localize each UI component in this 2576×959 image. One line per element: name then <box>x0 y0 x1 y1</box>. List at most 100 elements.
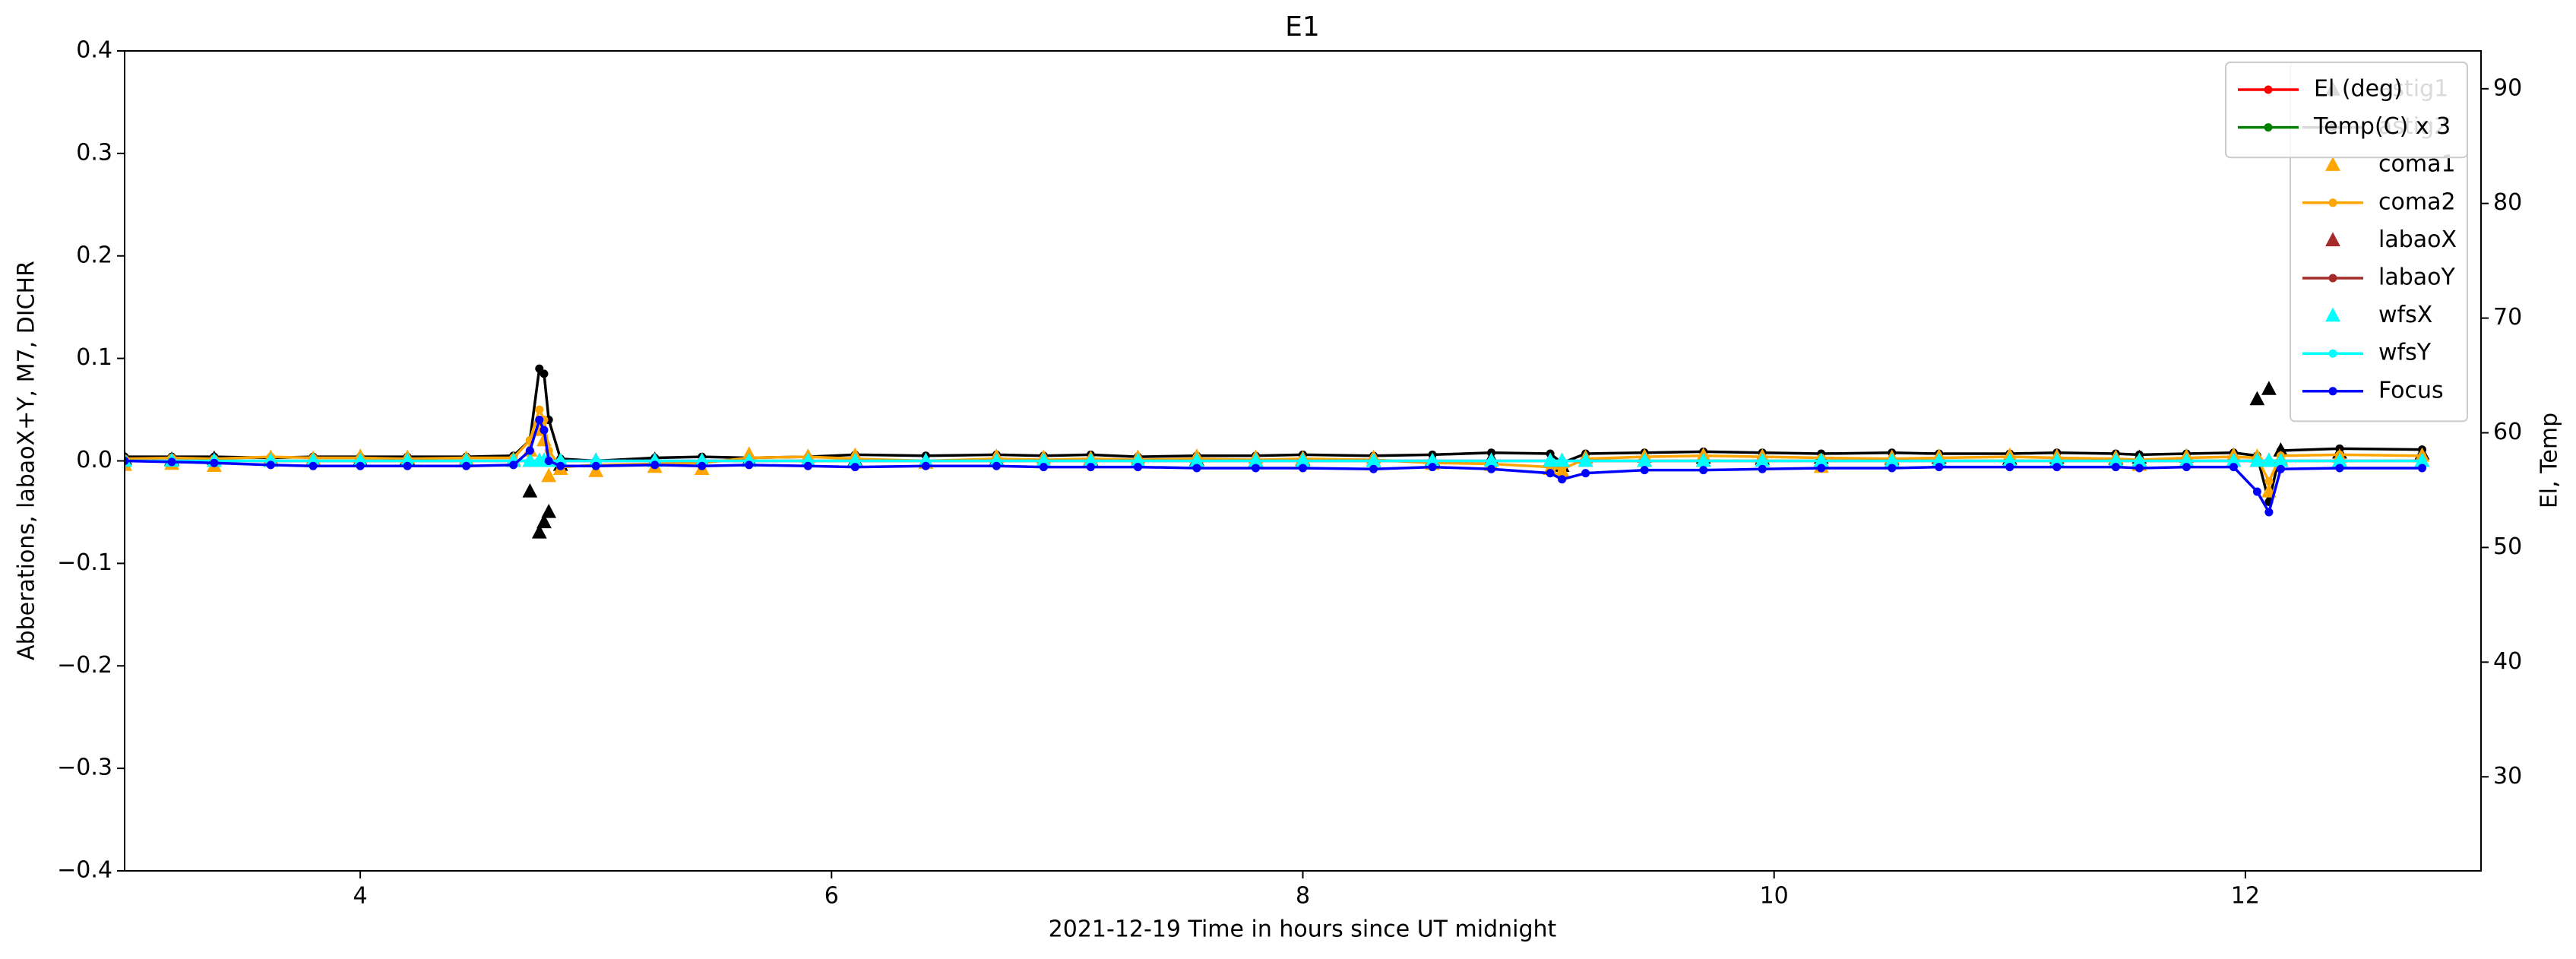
series-dot <box>2252 487 2261 496</box>
series-triangle <box>541 467 557 483</box>
series-dot <box>1699 457 1708 465</box>
legend-label: Temp(C) x 3 <box>2313 113 2451 140</box>
y2-tick-label: 60 <box>2493 419 2522 445</box>
legend-triangle <box>2325 232 2340 247</box>
series-triangle <box>2261 381 2277 395</box>
axes-frame <box>124 50 2482 872</box>
x-tick-label: 10 <box>1760 883 1789 910</box>
series-dot <box>1581 457 1590 465</box>
series-dot <box>2005 463 2014 472</box>
series-dot <box>1086 457 1095 465</box>
series-dot <box>921 461 930 470</box>
series-dot <box>1487 457 1496 465</box>
y2-tick-label: 80 <box>2493 189 2522 216</box>
legend-label: El (deg) <box>2314 76 2403 103</box>
series-dot <box>509 461 518 470</box>
series-line <box>125 408 2423 483</box>
x-axis-label: 2021-12-19 Time in hours since UT midnig… <box>1049 916 1557 943</box>
series-dot <box>1817 457 1826 465</box>
series-dot <box>125 457 129 465</box>
legend-dot <box>2328 349 2337 358</box>
series-dot <box>1251 457 1260 465</box>
series-dot <box>2135 464 2144 473</box>
series-triangle <box>522 483 538 498</box>
series-triangle <box>2249 391 2265 406</box>
series-dot <box>403 461 412 470</box>
series-dot <box>1039 457 1048 465</box>
y2-tick-label: 90 <box>2493 74 2522 101</box>
series-dot <box>1558 475 1567 484</box>
legend-box <box>2225 62 2468 159</box>
series-dot <box>2276 464 2285 473</box>
series-dot <box>540 426 549 435</box>
series-dot <box>2264 476 2274 486</box>
series-dot <box>356 461 365 470</box>
series-dot <box>525 457 534 465</box>
series-dot <box>698 461 707 470</box>
series-dot <box>1251 464 1260 473</box>
y-tick-label: −0.4 <box>57 857 112 884</box>
series-dot <box>556 461 565 470</box>
series-dot <box>1369 464 1378 473</box>
series-dot <box>2229 457 2238 465</box>
y-tick-label: −0.1 <box>57 549 112 576</box>
x-tick-label: 12 <box>2231 883 2260 910</box>
series-dot <box>2264 457 2274 465</box>
series-dot <box>1817 464 1826 473</box>
y2-tick-label: 50 <box>2493 533 2522 560</box>
series-dot <box>2229 463 2238 472</box>
series-dot <box>1699 466 1708 475</box>
series-dot <box>1888 464 1897 473</box>
y2-axis-label: El, Temp <box>2536 413 2563 508</box>
legend-label: labaoY <box>2378 264 2456 291</box>
series-dot <box>1299 464 1307 473</box>
series-dot <box>535 405 544 414</box>
y-axis-label: Abberations, labaoX+Y, M7, DICHR <box>14 261 40 660</box>
series-dot <box>1192 457 1201 465</box>
series-triangle <box>536 514 552 529</box>
series-dot <box>745 461 754 470</box>
series-dot <box>2052 457 2062 465</box>
series-triangle <box>531 524 547 539</box>
series-dot <box>1133 457 1142 465</box>
series-dot <box>1299 457 1307 465</box>
series-dot <box>2417 457 2426 465</box>
legend-dot <box>2328 198 2337 207</box>
series-triangle <box>541 503 557 518</box>
series-dot <box>1086 463 1095 472</box>
series-dot <box>650 461 660 470</box>
series-dot <box>2276 457 2285 465</box>
x-tick-label: 8 <box>1296 883 1310 910</box>
series-dot <box>1935 463 1944 472</box>
y-tick-label: 0.3 <box>76 139 112 166</box>
series-dot <box>1039 463 1048 472</box>
series-dot <box>2182 457 2191 465</box>
series-dot <box>1888 457 1897 465</box>
series-dot <box>2005 457 2014 465</box>
x-tick-label: 6 <box>824 883 839 910</box>
legend-label: wfsX <box>2378 302 2432 328</box>
series-dot <box>850 463 859 472</box>
series-dot <box>1192 464 1201 473</box>
series-dot <box>2052 463 2062 472</box>
series-dot <box>2335 464 2344 473</box>
series-dot <box>462 461 471 470</box>
series-dot <box>266 461 275 470</box>
y-tick-label: −0.3 <box>57 755 112 781</box>
series-dot <box>535 416 544 425</box>
series-dot <box>2182 463 2191 472</box>
legend-triangle <box>2325 307 2340 322</box>
y2-tick-label: 40 <box>2493 648 2522 675</box>
legend-dot <box>2264 123 2273 132</box>
series-dot <box>1546 457 1555 465</box>
series-dot <box>540 369 549 378</box>
y-tick-label: 0.4 <box>76 37 112 64</box>
chart-title: E1 <box>1285 11 1320 43</box>
y-tick-label: 0.2 <box>76 242 112 268</box>
legend-label: coma2 <box>2378 188 2456 215</box>
legend-triangle <box>2325 157 2340 171</box>
series-dot <box>1487 464 1496 473</box>
series-dot <box>1581 469 1590 478</box>
y-tick-label: 0.0 <box>76 447 112 473</box>
